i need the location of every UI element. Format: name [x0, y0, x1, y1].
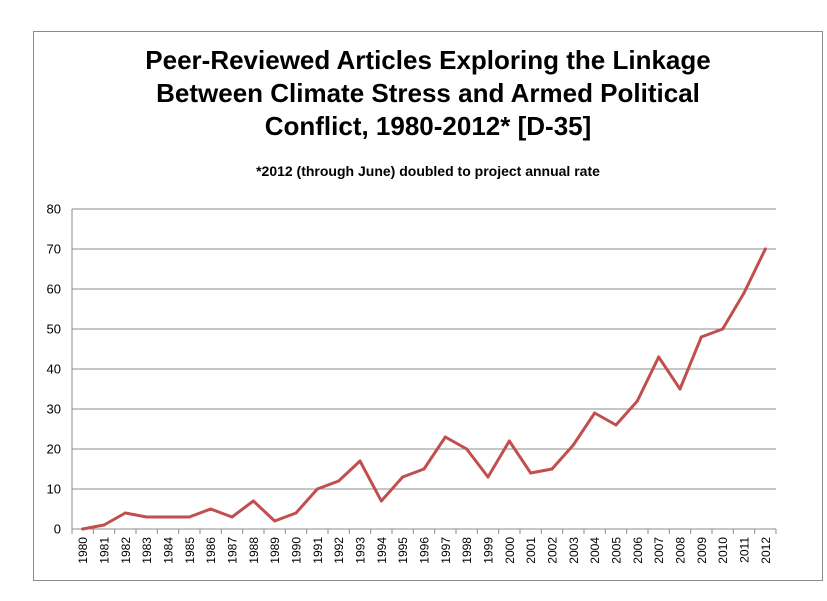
data-point [507, 439, 511, 443]
x-tick-label: 1991 [311, 537, 325, 564]
x-tick-label: 1989 [268, 537, 282, 564]
data-point [657, 355, 661, 359]
data-point [230, 515, 234, 519]
x-tick-label: 2011 [738, 537, 752, 563]
x-tick-label: 2003 [567, 537, 581, 564]
x-tick-label: 2010 [716, 537, 730, 564]
x-tick-label: 2000 [503, 537, 517, 564]
data-point [294, 511, 298, 515]
gridlines [72, 208, 776, 490]
data-point [401, 475, 405, 479]
series-line [81, 247, 767, 531]
chart-subtitle: *2012 (through June) doubled to project … [256, 163, 600, 179]
data-point [443, 435, 447, 439]
data-point [550, 467, 554, 471]
x-tick-label: 1984 [162, 537, 176, 564]
x-tick-label: 1983 [140, 537, 154, 564]
x-tick-label: 2004 [588, 537, 602, 564]
data-point [529, 471, 533, 475]
x-tick-label: 1999 [482, 537, 496, 564]
data-point [721, 327, 725, 331]
y-tick-label: 60 [47, 282, 61, 297]
chart-title: Peer-Reviewed Articles Exploring the Lin… [145, 45, 711, 141]
data-point [166, 515, 170, 519]
data-point [187, 515, 191, 519]
data-point [635, 399, 639, 403]
x-tick-label: 2007 [652, 537, 666, 564]
data-point [337, 479, 341, 483]
data-point [571, 443, 575, 447]
y-tick-label: 80 [47, 202, 61, 217]
data-point [81, 527, 85, 531]
x-tick-label: 1986 [204, 537, 218, 564]
data-point [315, 487, 319, 491]
x-tick-label: 1985 [183, 537, 197, 564]
axes [71, 209, 777, 534]
x-tick-label: 2012 [759, 537, 773, 564]
y-tick-label: 70 [47, 242, 61, 257]
data-point [102, 523, 106, 527]
data-point [678, 387, 682, 391]
x-tick-label: 1997 [439, 537, 453, 564]
x-tick-label: 1996 [418, 537, 432, 564]
x-tick-label: 1998 [460, 537, 474, 564]
data-point [422, 467, 426, 471]
y-tick-label: 20 [47, 442, 61, 457]
data-point [742, 291, 746, 295]
data-point [379, 499, 383, 503]
data-point [358, 459, 362, 463]
x-tick-label: 1980 [76, 537, 90, 564]
series-layer [81, 247, 767, 531]
y-tick-label: 10 [47, 482, 61, 497]
y-tick-label: 0 [54, 522, 61, 537]
data-point [699, 335, 703, 339]
data-point [145, 515, 149, 519]
data-point [123, 511, 127, 515]
x-tick-label: 2005 [610, 537, 624, 564]
x-tick-label: 1988 [247, 537, 261, 564]
data-point [486, 475, 490, 479]
data-point [251, 499, 255, 503]
y-axis-tick-labels: 0 10 20 30 40 50 60 70 80 [47, 202, 61, 537]
x-tick-label: 2008 [674, 537, 688, 564]
data-point [209, 507, 213, 511]
x-tick-label: 2001 [524, 537, 538, 564]
x-tick-label: 1982 [119, 537, 133, 564]
x-tick-label: 1995 [396, 537, 410, 564]
data-point [763, 247, 767, 251]
x-axis-tick-labels: 1980 1981 1982 1983 1984 1985 1986 1987 1988 1989… [76, 537, 773, 564]
y-tick-label: 40 [47, 362, 61, 377]
x-tick-label: 1981 [98, 537, 112, 564]
y-tick-label: 50 [47, 322, 61, 337]
y-tick-label: 30 [47, 402, 61, 417]
data-point [465, 447, 469, 451]
x-tick-label: 2006 [631, 537, 645, 564]
x-tick-label: 1994 [375, 537, 389, 564]
x-tick-label: 1990 [290, 537, 304, 564]
x-tick-label: 1993 [354, 537, 368, 564]
data-point [273, 519, 277, 523]
data-point [593, 411, 597, 415]
x-tick-label: 2002 [546, 537, 560, 564]
x-tick-label: 1992 [332, 537, 346, 564]
x-tick-label: 2009 [695, 537, 709, 564]
x-tick-label: 1987 [226, 537, 240, 564]
data-point [614, 423, 618, 427]
